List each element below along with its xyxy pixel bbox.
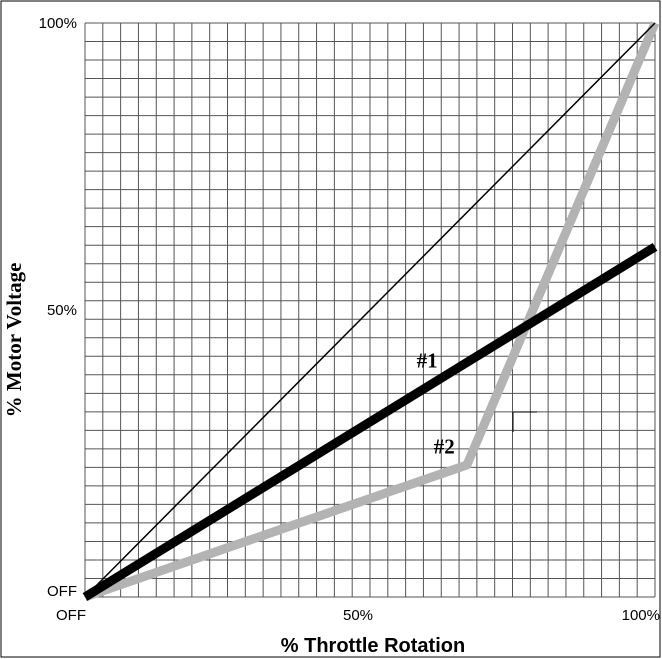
- series-group: [82, 21, 660, 602]
- annotations: #1 #2: [417, 348, 455, 458]
- y-axis-label: % Motor Voltage: [2, 263, 26, 418]
- x-tick-label: 100%: [622, 607, 660, 624]
- series-line-2: [82, 243, 658, 601]
- series-line-3: [83, 21, 660, 602]
- series-annotation: #2: [434, 435, 455, 459]
- y-tick-label: 100%: [39, 15, 77, 32]
- x-axis-label: % Throttle Rotation: [281, 635, 465, 657]
- grid: [84, 22, 656, 598]
- series-annotation: #1: [417, 348, 438, 372]
- y-tick-label: OFF: [47, 583, 77, 600]
- tick-labels: OFF 50% 100% OFF 50% 100%: [39, 15, 660, 624]
- x-tick-label: OFF: [56, 607, 86, 624]
- y-tick-label: 50%: [47, 302, 77, 319]
- x-tick-label: 50%: [343, 607, 373, 624]
- series-line-1: [84, 22, 656, 598]
